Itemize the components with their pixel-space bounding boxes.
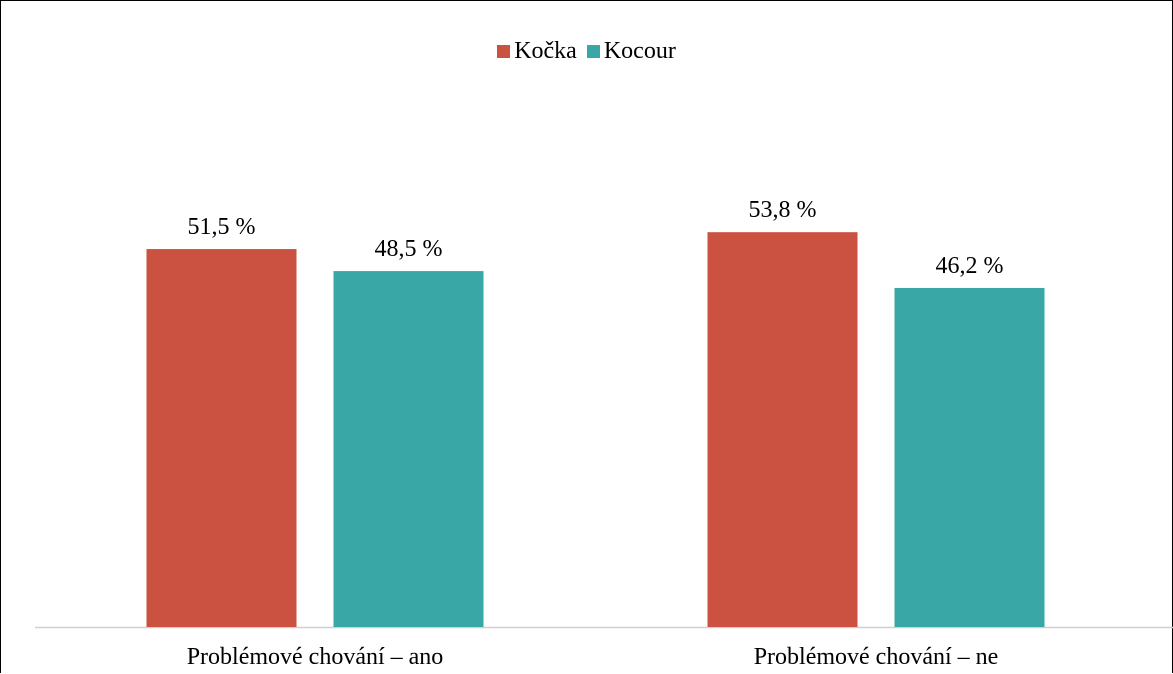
legend-item-kocour: Kocour — [586, 38, 676, 65]
legend-swatch-kocka — [497, 45, 511, 58]
data-label-kocour-1: 46,2 % — [936, 253, 1004, 279]
bar-kocka-1 — [707, 232, 858, 627]
legend-label-kocka: Kočka — [514, 38, 577, 64]
bar-kocour-0 — [333, 271, 484, 627]
legend-label-kocour: Kocour — [603, 38, 676, 64]
legend-swatch-kocour — [586, 45, 600, 58]
bar-kocka-0 — [146, 249, 297, 628]
data-label-kocka-1: 53,8 % — [749, 197, 817, 223]
legend-item-kocka: Kočka — [497, 38, 577, 65]
data-label-kocka-0: 51,5 % — [188, 214, 256, 240]
bar-kocour-1 — [894, 287, 1045, 627]
legend: Kočka Kocour — [0, 38, 1173, 65]
data-label-kocour-0: 48,5 % — [375, 236, 443, 262]
x-tick-label-0: Problémové chování – ano — [187, 644, 444, 670]
x-tick-label-1: Problémové chování – ne — [754, 644, 999, 670]
